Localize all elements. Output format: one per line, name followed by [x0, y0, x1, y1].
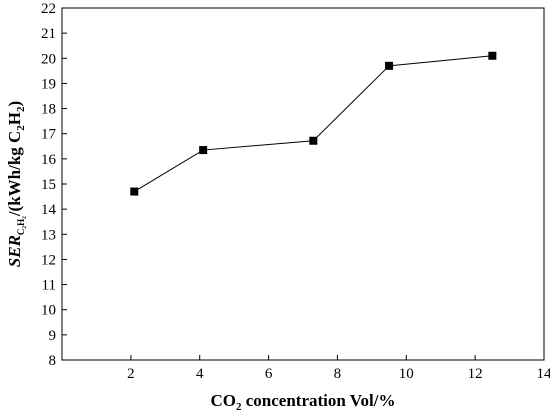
x-axis-ticks: 2 4 6 8 10 12 14 [127, 355, 550, 382]
x-axis-title-suffix: concentration Vol/% [242, 391, 396, 410]
y-tick-label: 18 [41, 102, 56, 118]
y-axis-title-rest: /(kWh/kg C [5, 131, 24, 218]
y-axis-title-symbol: SER [5, 235, 24, 267]
y-tick-label: 12 [41, 252, 56, 268]
data-point-marker [309, 136, 318, 145]
x-tick-label: 8 [334, 366, 342, 382]
series-line [134, 55, 493, 192]
x-axis-title-prefix: CO [211, 391, 237, 410]
x-axis-title: CO2 concentration Vol/% [211, 391, 396, 413]
plot-frame [61, 7, 545, 361]
y-axis-title-mid: H [5, 112, 24, 125]
y-axis-title-end: ) [5, 101, 24, 107]
y-tick-label: 13 [41, 227, 56, 243]
y-tick-label: 11 [42, 278, 56, 294]
x-tick-label: 2 [127, 366, 135, 382]
x-tick-label: 4 [196, 366, 204, 382]
y-tick-label: 16 [41, 152, 57, 168]
y-tick-label: 8 [49, 353, 57, 369]
x-tick-label: 6 [265, 366, 273, 382]
y-tick-label: 20 [41, 51, 56, 67]
y-tick-label: 15 [41, 177, 56, 193]
x-axis-title-sub: 2 [236, 401, 242, 413]
y-axis-title: SERC₂H₂/(kWh/kg C2H2) [5, 101, 27, 267]
y-tick-label: 9 [49, 328, 57, 344]
y-tick-label: 17 [41, 127, 57, 143]
y-tick-label: 14 [41, 202, 57, 218]
y-tick-label: 22 [41, 1, 56, 17]
series-layer [130, 51, 497, 196]
y-tick-label: 19 [41, 76, 56, 92]
y-axis-title-sub1: 2 [15, 125, 27, 131]
y-axis-ticks: 8 9 10 11 12 13 14 15 16 17 18 19 20 21 22 [41, 1, 67, 369]
x-tick-label: 14 [537, 366, 550, 382]
y-tick-label: 21 [41, 26, 56, 42]
data-point-marker [488, 51, 497, 60]
y-axis-title-sub2: 2 [15, 106, 27, 112]
y-axis-title-symbol-sub: C₂H₂ [16, 216, 26, 235]
y-tick-label: 10 [41, 303, 56, 319]
data-point-marker [199, 146, 208, 155]
x-tick-label: 12 [468, 366, 483, 382]
data-point-marker [130, 187, 139, 196]
x-tick-label: 10 [399, 366, 414, 382]
data-point-marker [385, 61, 394, 70]
